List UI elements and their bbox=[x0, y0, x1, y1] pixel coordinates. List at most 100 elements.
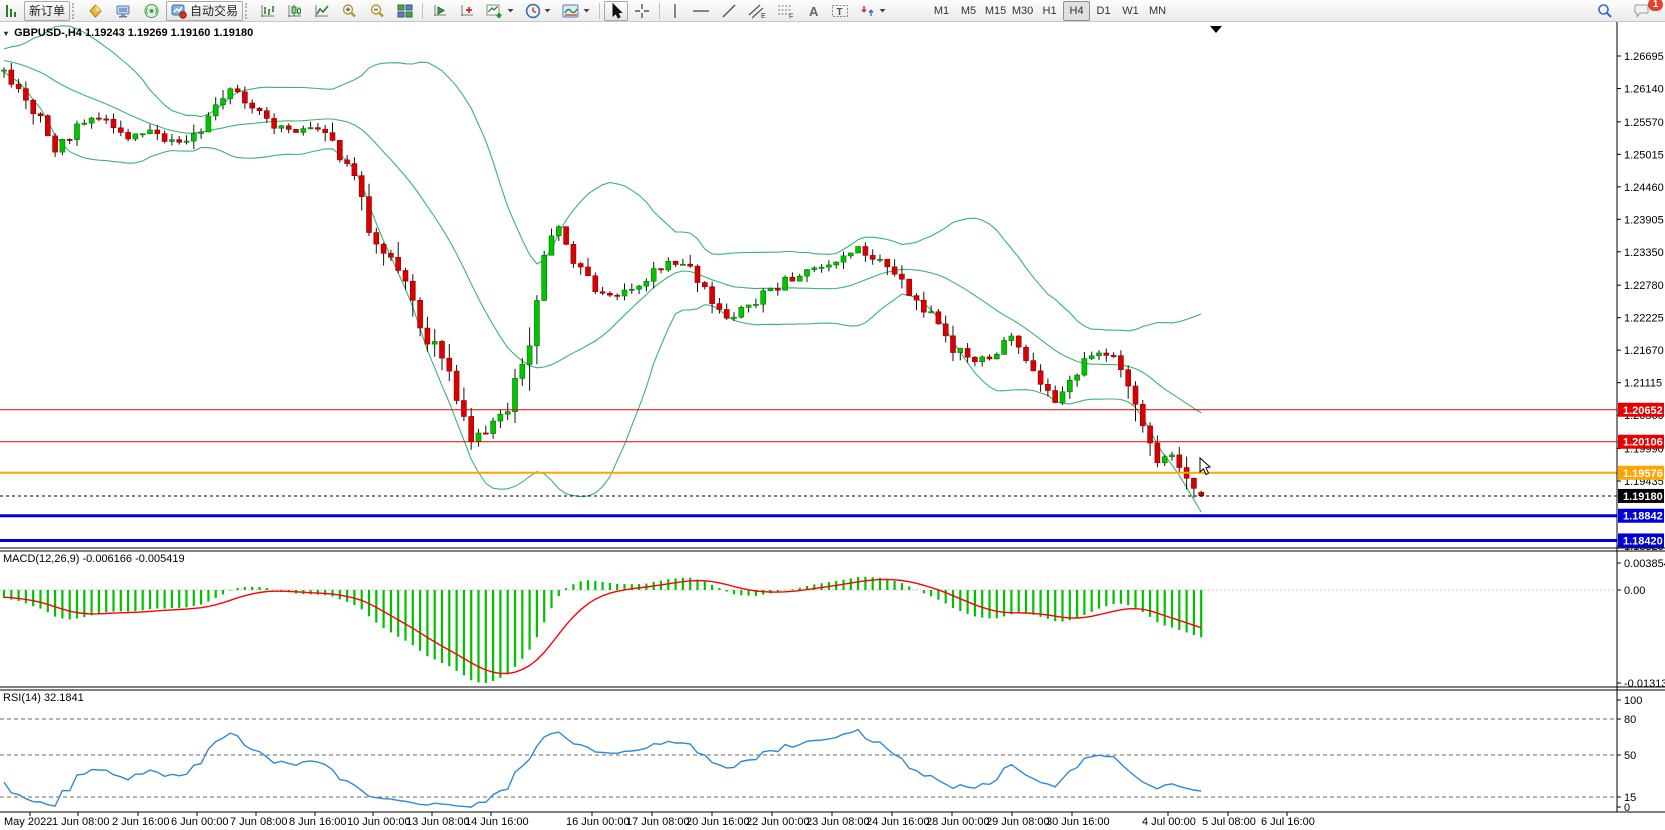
search-button[interactable] bbox=[1592, 1, 1618, 21]
timeframe-m1-button[interactable]: M1 bbox=[933, 4, 950, 17]
time-axis-label: 29 Jun 08:00 bbox=[986, 816, 1050, 828]
macd-axis[interactable]: 0.003854 0.00 -0.013133 bbox=[1617, 558, 1665, 690]
pane-separators[interactable] bbox=[0, 547, 1665, 813]
equidistant-channel-button[interactable]: E bbox=[743, 1, 771, 21]
chart-symbol-period: GBPUSD-,H4 bbox=[14, 27, 82, 39]
auto-trading-button[interactable]: 自动交易 bbox=[166, 0, 244, 21]
time-axis[interactable]: May 2022 1 Jun 08:00 2 Jun 16:00 6 Jun 00:0… bbox=[4, 812, 1315, 828]
rsi-axis-label: 15 bbox=[1624, 792, 1636, 804]
arrows-button[interactable] bbox=[855, 1, 891, 21]
text-icon: A bbox=[809, 4, 819, 19]
price-level-badge bbox=[1618, 402, 1664, 417]
rsi-axis[interactable]: 100 80 50 150 bbox=[1617, 695, 1642, 814]
time-axis-label: 22 Jun 00:00 bbox=[746, 816, 810, 828]
price-axis-label: 1.22780 bbox=[1624, 280, 1664, 292]
notification-badge: 1 bbox=[1648, 0, 1663, 11]
notifications-button[interactable]: 1 bbox=[1628, 0, 1663, 21]
chart-menu-icon[interactable]: ▾ bbox=[4, 29, 9, 38]
chart-shift-marker bbox=[1210, 26, 1222, 33]
horizontal-level-lines[interactable] bbox=[0, 409, 1617, 542]
time-axis-label: May 2022 bbox=[4, 816, 52, 828]
horizontal-line-icon bbox=[693, 9, 710, 12]
time-axis-label: 24 Jun 16:00 bbox=[866, 816, 930, 828]
time-axis-label: 16 Jun 00:00 bbox=[566, 816, 630, 828]
price-axis-label: 1.21115 bbox=[1624, 378, 1662, 390]
time-axis-label: 23 Jun 08:00 bbox=[806, 816, 870, 828]
toolbar-separator bbox=[659, 2, 661, 19]
tile-windows-button[interactable] bbox=[392, 1, 418, 21]
timeframe-m30-button[interactable]: M30 bbox=[1011, 4, 1034, 17]
macd-axis-label: 0.003854 bbox=[1624, 558, 1665, 570]
rsi-axis-label: 0 bbox=[1624, 802, 1630, 814]
trendline-button[interactable] bbox=[716, 1, 742, 21]
data-window-button[interactable] bbox=[110, 1, 137, 21]
price-axis[interactable]: 1.26695 1.26140 1.25570 1.25015 1.24460 1.239… bbox=[1616, 22, 1664, 812]
price-axis-label: 1.22225 bbox=[1624, 313, 1664, 325]
svg-text:F: F bbox=[789, 13, 793, 19]
zoom-in-button[interactable] bbox=[336, 1, 363, 21]
bar-chart-button[interactable] bbox=[255, 1, 281, 21]
time-axis-label: 6 Jun 00:00 bbox=[171, 816, 229, 828]
line-chart-button[interactable] bbox=[309, 1, 335, 21]
zoom-out-button[interactable] bbox=[364, 1, 391, 21]
price-level-badge bbox=[1618, 508, 1664, 523]
time-axis-label: 8 Jun 16:00 bbox=[289, 816, 347, 828]
periods-button[interactable] bbox=[520, 1, 556, 21]
templates-button[interactable] bbox=[557, 1, 595, 21]
time-axis-label: 7 Jun 08:00 bbox=[230, 816, 288, 828]
timeframe-mn-button[interactable]: MN bbox=[1148, 4, 1167, 17]
timeframe-m15-button[interactable]: M15 bbox=[984, 4, 1007, 17]
timeframe-d1-button[interactable]: D1 bbox=[1096, 4, 1111, 17]
time-axis-label: 1 Jun 08:00 bbox=[52, 816, 110, 828]
time-axis-label: 14 Jun 16:00 bbox=[465, 816, 529, 828]
app-chart-button[interactable] bbox=[1, 1, 23, 21]
zoom-in-icon bbox=[342, 3, 356, 17]
dropdown-caret-icon bbox=[879, 9, 886, 13]
vertical-line-button[interactable] bbox=[664, 1, 686, 21]
time-axis-label: 30 Jun 16:00 bbox=[1046, 816, 1110, 828]
text-button[interactable]: A bbox=[801, 1, 825, 21]
crosshair-button[interactable] bbox=[629, 1, 655, 21]
chart-ohlc-values: 1.19243 1.19269 1.19160 1.19180 bbox=[84, 27, 254, 39]
candles-layer bbox=[1, 63, 1204, 498]
signals-button[interactable] bbox=[138, 1, 165, 21]
bollinger-bands bbox=[3, 25, 1202, 513]
macd-axis-label: 0.00 bbox=[1624, 585, 1645, 597]
arrows-icon bbox=[861, 5, 874, 16]
auto-scroll-button[interactable] bbox=[427, 1, 453, 21]
search-icon bbox=[1598, 3, 1612, 18]
dropdown-caret-icon bbox=[507, 9, 514, 13]
time-axis-label: 6 Jul 16:00 bbox=[1261, 816, 1315, 828]
macd-name: MACD(12,26,9) bbox=[3, 553, 80, 565]
time-axis-label: 28 Jun 00:00 bbox=[926, 816, 990, 828]
new-order-button[interactable]: 新订单 bbox=[24, 0, 71, 21]
indicators-add-icon bbox=[486, 4, 502, 18]
text-label-button[interactable]: T bbox=[826, 1, 854, 21]
cursor-button[interactable] bbox=[604, 0, 629, 21]
horizontal-line-button[interactable] bbox=[687, 1, 715, 21]
signals-icon bbox=[144, 3, 159, 18]
timeframe-m5-button[interactable]: M5 bbox=[960, 4, 977, 17]
chart-shift-button[interactable] bbox=[454, 1, 480, 21]
auto-scroll-icon bbox=[434, 4, 447, 16]
svg-text:1.18420: 1.18420 bbox=[1623, 535, 1663, 547]
rsi-value: 32.1841 bbox=[43, 692, 84, 704]
rsi-axis-label: 100 bbox=[1624, 695, 1642, 707]
svg-text:1.20652: 1.20652 bbox=[1623, 405, 1663, 417]
indicators-button[interactable] bbox=[481, 1, 519, 21]
timeframe-w1-button[interactable]: W1 bbox=[1122, 4, 1139, 17]
fibonacci-button[interactable]: F bbox=[772, 1, 800, 21]
candlestick-chart-button[interactable] bbox=[282, 1, 308, 21]
toolbar-separator bbox=[599, 2, 601, 19]
macd-pane bbox=[0, 576, 1617, 683]
market-watch-button[interactable] bbox=[82, 1, 109, 21]
mouse-cursor bbox=[1199, 456, 1212, 476]
app-chart-icon bbox=[6, 5, 16, 17]
timeframe-h1-button[interactable]: H1 bbox=[1042, 4, 1057, 17]
rsi-axis-label: 80 bbox=[1624, 714, 1636, 726]
timeframe-h4-button[interactable]: H4 bbox=[1063, 0, 1091, 21]
toolbar-grip bbox=[72, 2, 78, 19]
templates-icon bbox=[562, 4, 579, 17]
